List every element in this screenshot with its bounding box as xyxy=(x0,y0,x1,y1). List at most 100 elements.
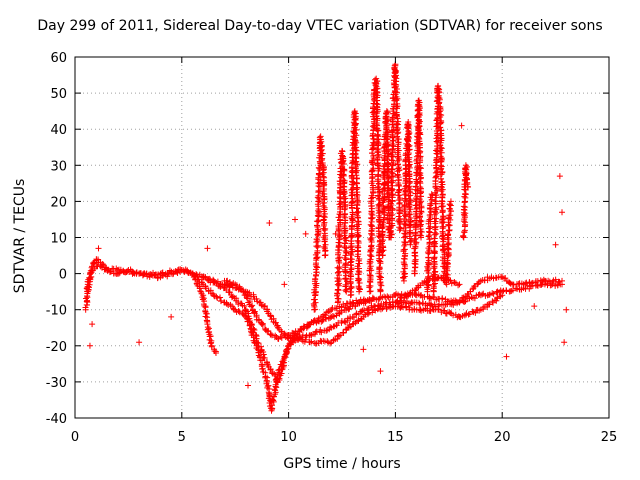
data-point xyxy=(360,346,367,353)
data-point xyxy=(248,322,255,329)
data-point xyxy=(428,191,435,198)
data-point xyxy=(349,321,356,328)
data-point xyxy=(356,276,363,283)
data-point xyxy=(253,335,260,342)
data-point xyxy=(425,257,432,264)
data-point xyxy=(377,288,384,295)
data-point xyxy=(416,300,423,307)
data-point xyxy=(340,176,347,183)
data-point xyxy=(377,368,384,375)
data-point xyxy=(356,288,363,295)
data-point xyxy=(115,270,122,277)
data-point xyxy=(413,220,420,227)
data-point xyxy=(368,192,375,199)
data-point xyxy=(204,245,211,252)
data-point xyxy=(342,287,349,294)
data-point xyxy=(396,227,403,234)
data-point xyxy=(141,269,148,276)
data-point xyxy=(265,327,272,334)
y-tick-label: -10 xyxy=(46,304,67,319)
data-point xyxy=(443,271,450,278)
data-point xyxy=(212,350,219,357)
data-point xyxy=(396,209,403,216)
data-point xyxy=(416,123,423,130)
data-point xyxy=(116,269,123,276)
data-point xyxy=(160,272,167,279)
data-point xyxy=(272,332,279,339)
data-point xyxy=(339,152,346,159)
data-point xyxy=(561,339,568,346)
data-point xyxy=(249,302,256,309)
data-point xyxy=(200,274,207,281)
data-point xyxy=(322,252,329,259)
data-point xyxy=(151,272,158,279)
data-point xyxy=(415,117,422,124)
data-point xyxy=(392,91,399,98)
data-point xyxy=(440,247,447,254)
data-point xyxy=(417,306,424,313)
data-point xyxy=(345,306,352,313)
data-point xyxy=(367,236,374,243)
data-point xyxy=(400,246,407,253)
data-point xyxy=(469,308,476,315)
data-point xyxy=(463,171,470,178)
data-point xyxy=(426,294,433,301)
data-point xyxy=(335,295,342,302)
data-point xyxy=(559,209,566,216)
x-tick-label: 5 xyxy=(178,430,186,445)
data-point xyxy=(349,179,356,186)
y-tick-label: 10 xyxy=(50,232,67,247)
data-point xyxy=(406,188,413,195)
data-point xyxy=(235,308,242,315)
data-point xyxy=(356,279,363,286)
data-point xyxy=(456,298,463,305)
data-point xyxy=(233,284,240,291)
data-point xyxy=(389,182,396,189)
data-point xyxy=(334,269,341,276)
data-point xyxy=(348,192,355,199)
data-point xyxy=(243,294,250,301)
data-point xyxy=(522,280,529,287)
data-point xyxy=(430,281,437,288)
data-point xyxy=(271,370,278,377)
data-point xyxy=(433,215,440,222)
data-point xyxy=(439,235,446,242)
y-tick-label: 30 xyxy=(50,159,67,174)
chart-title: Day 299 of 2011, Sidereal Day-to-day VTE… xyxy=(37,18,603,34)
data-point xyxy=(350,181,357,188)
data-point xyxy=(259,321,266,328)
data-point xyxy=(83,285,90,292)
data-point xyxy=(315,229,322,236)
data-point xyxy=(341,167,348,174)
data-point xyxy=(369,123,376,130)
data-point xyxy=(347,288,354,295)
data-point xyxy=(334,290,341,297)
data-point xyxy=(436,96,443,103)
data-point xyxy=(376,295,383,302)
data-point xyxy=(441,307,448,314)
data-point xyxy=(563,306,570,313)
data-point xyxy=(267,312,274,319)
data-point xyxy=(216,283,223,290)
data-point xyxy=(552,282,559,289)
data-point xyxy=(268,402,275,409)
data-point xyxy=(241,302,248,309)
data-point xyxy=(400,268,407,275)
data-point xyxy=(297,325,304,332)
data-point xyxy=(415,101,422,108)
data-point xyxy=(273,384,280,391)
data-point xyxy=(327,340,334,347)
data-point xyxy=(341,318,348,325)
data-point xyxy=(321,238,328,245)
x-tick-label: 0 xyxy=(71,430,79,445)
data-point xyxy=(388,210,395,217)
data-point xyxy=(313,236,320,243)
data-point xyxy=(285,331,292,338)
data-point xyxy=(559,277,566,284)
data-point xyxy=(407,178,414,185)
data-point xyxy=(438,176,445,183)
data-point xyxy=(272,371,279,378)
data-point xyxy=(431,235,438,242)
data-point xyxy=(376,257,383,264)
